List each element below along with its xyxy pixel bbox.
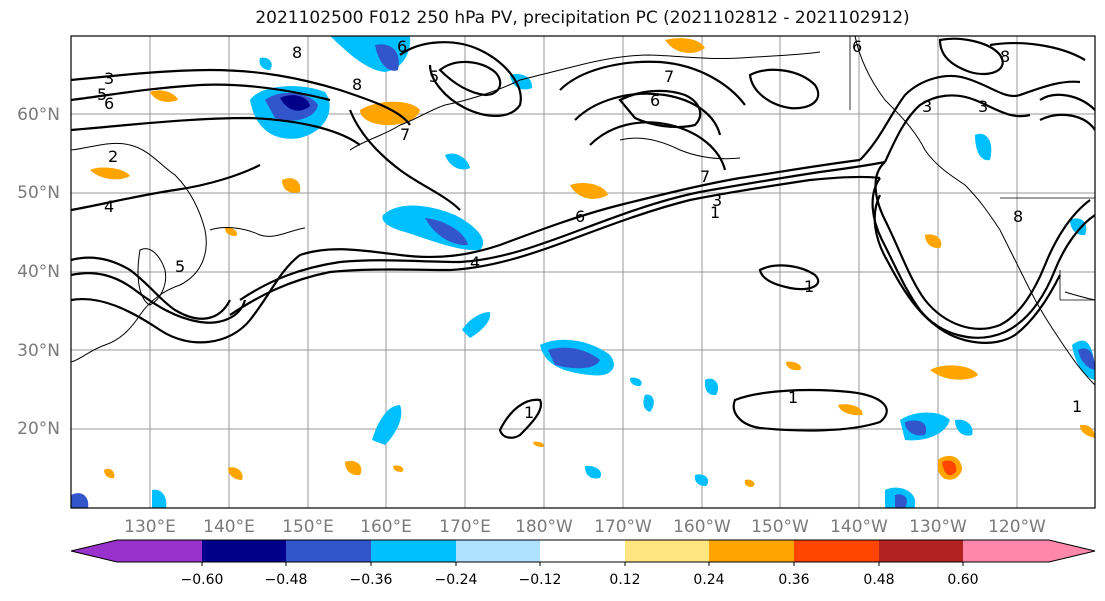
contour-label: 3: [978, 97, 988, 116]
lon-label: 170°W: [594, 517, 652, 537]
colorbar-tick-label: 0.36: [778, 572, 809, 588]
contour-label: 3: [712, 191, 722, 210]
contour-label: 1: [524, 403, 534, 422]
contour-label: 6: [575, 207, 585, 226]
contour-labels: 3 5 6 8 2 4 5 6 8 7 5 7 6 7 3 1 6 4 1 1 …: [97, 37, 1082, 422]
colorbar-tick-label: −0.60: [181, 572, 224, 588]
lon-label: 140°W: [830, 517, 888, 537]
contour-label: 1: [804, 277, 814, 296]
lon-label: 130°E: [124, 517, 176, 537]
contour-label: 7: [400, 125, 410, 144]
pv-contours: [71, 37, 1095, 439]
lat-label: 60°N: [17, 105, 60, 125]
colorbar-segment: [540, 540, 625, 562]
contour-label: 7: [700, 167, 710, 186]
chart-title: 2021102500 F012 250 hPa PV, precipitatio…: [255, 8, 910, 28]
longitude-labels: 130°E 140°E 150°E 160°E 170°E 180°W 170°W 160°W…: [124, 517, 1046, 537]
lat-label: 30°N: [17, 341, 60, 361]
colorbar-segment: [202, 540, 286, 562]
contour-label: 8: [1013, 207, 1023, 226]
lon-label: 170°E: [439, 517, 491, 537]
contour-label: 8: [352, 75, 362, 94]
contour-label: 3: [104, 69, 114, 88]
lat-label: 50°N: [17, 183, 60, 203]
contour-label: 6: [397, 37, 407, 56]
precip-shading: [71, 36, 1095, 508]
lon-label: 150°E: [282, 517, 334, 537]
colorbar-segment: [286, 540, 371, 562]
lon-label: 120°W: [988, 517, 1046, 537]
contour-label: 4: [104, 197, 114, 216]
colorbar-segment: [963, 540, 1095, 562]
lon-label: 140°E: [203, 517, 255, 537]
colorbar-tick-label: −0.12: [519, 572, 562, 588]
lon-label: 160°W: [673, 517, 731, 537]
coastlines: [71, 36, 1095, 386]
colorbar-segment: [709, 540, 794, 562]
lat-label: 20°N: [17, 419, 60, 439]
lon-label: 160°E: [360, 517, 412, 537]
contour-label: 6: [650, 91, 660, 110]
contour-label: 5: [429, 67, 439, 86]
lon-label: 130°W: [909, 517, 967, 537]
contour-label: 3: [922, 97, 932, 116]
colorbar-outline: [70, 539, 1096, 563]
contour-label: 4: [470, 253, 480, 272]
colorbar-tick-label: −0.24: [435, 572, 478, 588]
contour-label: 6: [104, 94, 114, 113]
contour-label: 1: [788, 388, 798, 407]
colorbar-segment: [371, 540, 456, 562]
colorbar-segment: [71, 540, 202, 562]
latitude-labels: 60°N 50°N 40°N 30°N 20°N: [17, 105, 60, 439]
colorbar-segment: [456, 540, 540, 562]
colorbar-tick-label: 0.60: [947, 572, 978, 588]
contour-label: 1: [710, 203, 720, 222]
contour-label: 1: [1072, 397, 1082, 416]
colorbar-segment: [879, 540, 963, 562]
colorbar-tick-label: 0.24: [693, 572, 724, 588]
map-frame: [70, 35, 1096, 509]
colorbar-tick-label: 0.48: [863, 572, 894, 588]
contour-label: 8: [292, 43, 302, 62]
colorbar-tick-label: 0.12: [609, 572, 640, 588]
colorbar: −0.60 −0.48 −0.36 −0.24 −0.12 0.12 0.24 0.36 0.4…: [70, 539, 1096, 588]
contour-label: 5: [175, 257, 185, 276]
borders: [849, 36, 1095, 301]
colorbar-tick-label: −0.36: [350, 572, 393, 588]
colorbar-segment: [794, 540, 879, 562]
colorbar-tick-label: −0.48: [265, 572, 308, 588]
contour-label: 6: [852, 37, 862, 56]
lat-label: 40°N: [17, 262, 60, 282]
contour-label: 8: [1000, 47, 1010, 66]
contour-label: 7: [664, 67, 674, 86]
lon-label: 180°W: [515, 517, 573, 537]
contour-label: 5: [97, 85, 107, 104]
colorbar-segment: [625, 540, 709, 562]
contour-label: 2: [108, 147, 118, 166]
lon-label: 150°W: [751, 517, 809, 537]
